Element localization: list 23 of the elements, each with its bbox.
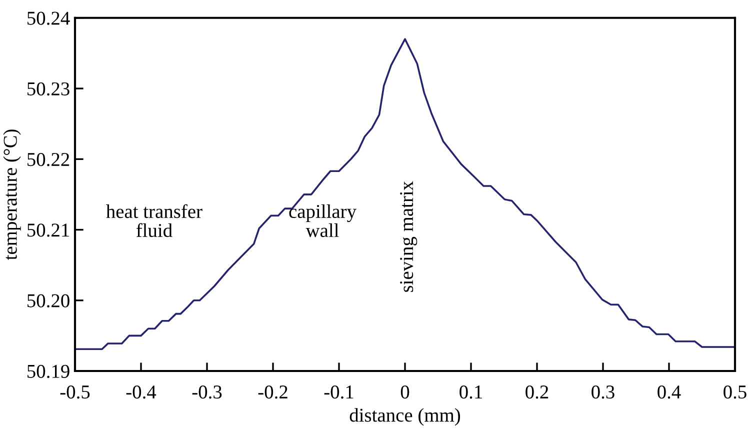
x-tick-label: -0.4 bbox=[126, 385, 156, 399]
y-tick-label: 50.21 bbox=[28, 224, 69, 237]
annotation: heat transfer fluid bbox=[106, 204, 202, 238]
x-tick-label: 0.3 bbox=[592, 385, 614, 399]
x-axis-title: distance (mm) bbox=[350, 408, 460, 426]
y-tick-label: 50.23 bbox=[28, 82, 70, 96]
x-tick-label: -0.2 bbox=[258, 385, 288, 399]
x-tick-label: -0.1 bbox=[324, 385, 354, 399]
y-tick-label: 50.22 bbox=[28, 152, 70, 166]
x-tick-label: 0 bbox=[400, 385, 410, 399]
y-tick-label: 50.20 bbox=[28, 294, 70, 308]
x-tick-label: 0.4 bbox=[658, 385, 681, 399]
x-tick-label: -0.3 bbox=[192, 385, 222, 399]
line-series bbox=[75, 38, 735, 350]
x-tick-label: 0.1 bbox=[460, 385, 482, 399]
x-tick-label: 0.2 bbox=[526, 385, 548, 399]
x-tick-label: 0.5 bbox=[724, 385, 746, 399]
y-tick-label: 50.24 bbox=[28, 12, 70, 25]
annotation: capillary wall bbox=[289, 204, 356, 238]
x-tick-label: -0.5 bbox=[60, 385, 90, 399]
y-tick-label: 50.19 bbox=[28, 364, 70, 378]
annotation: sieving matrix bbox=[400, 181, 418, 292]
y-axis-title: temperature (°C) bbox=[3, 130, 21, 260]
